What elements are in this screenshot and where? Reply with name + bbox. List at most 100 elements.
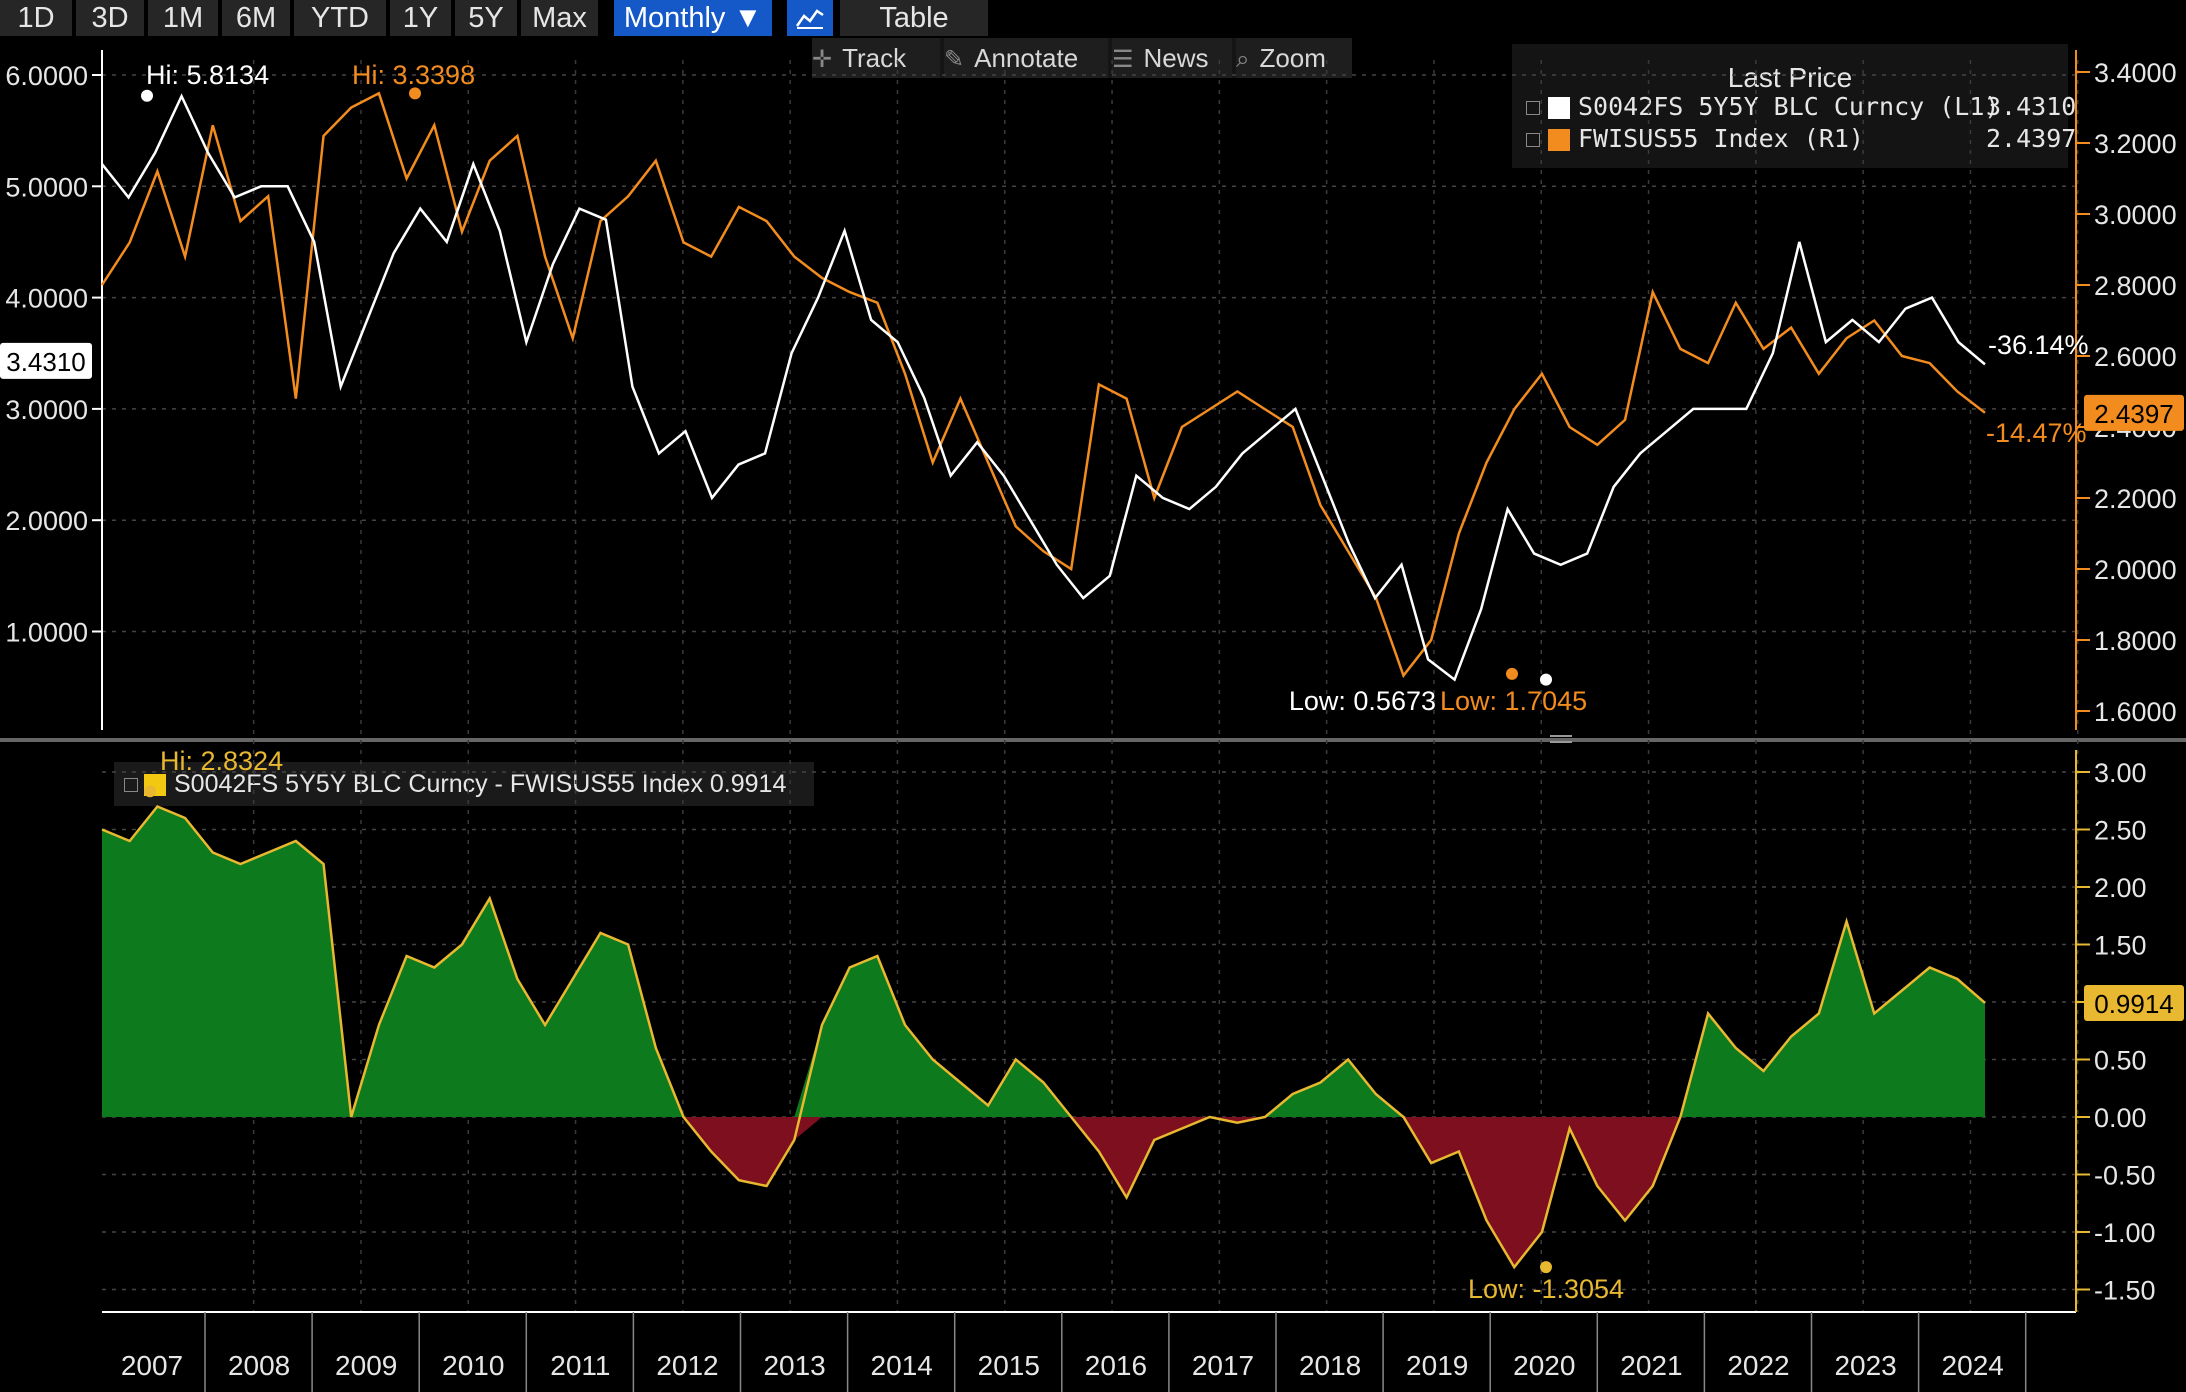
period-button-1m[interactable]: 1M (148, 0, 218, 36)
x-axis-label-2009: 2009 (335, 1350, 397, 1381)
period-button-1y[interactable]: 1Y (390, 0, 451, 36)
left-axis-tick-label: 4.0000 (5, 284, 88, 314)
legend-label: S0042FS 5Y5Y BLC Curncy - FWISUS55 Index (174, 770, 710, 798)
legend-label: S0042FS 5Y5Y BLC Curncy (L1) (1578, 92, 2000, 121)
right-axis-tick-label: 1.6000 (2094, 697, 2177, 727)
x-axis-label-2018: 2018 (1299, 1350, 1361, 1381)
high-marker (409, 87, 421, 100)
annotate-button[interactable]: ✎ Annotate (944, 38, 1108, 78)
series-fwisus55-line[interactable] (100, 91, 1986, 679)
expand-icon[interactable] (1526, 101, 1540, 115)
last-value-tag-left-bg (0, 342, 92, 379)
spread-line[interactable] (101, 804, 1986, 1270)
spread-legend-panel: S0042FS 5Y5Y BLC Curncy - FWISUS55 Index… (114, 762, 814, 806)
period-button-max[interactable]: Max (521, 0, 598, 36)
last-value-tag-spread: 0.9914 (2094, 989, 2174, 1019)
annotate-icon: ✎ (944, 46, 965, 73)
x-axis-label-2024: 2024 (1942, 1350, 2004, 1381)
spread-axis-tick-label: 0.00 (2094, 1103, 2147, 1133)
period-button-5y[interactable]: 5Y (455, 0, 517, 36)
last-value-tag-left: 3.4310 (6, 347, 86, 377)
left-axis-tick-label: 6.0000 (5, 61, 88, 91)
low-label-white: Low: 0.5673 (1289, 686, 1436, 716)
spread-axis-tick-label: 1.50 (2094, 931, 2147, 961)
news-icon: ☰ (1112, 46, 1134, 73)
period-button-3d[interactable]: 3D (76, 0, 144, 36)
annotate-label: Annotate (974, 43, 1079, 73)
line-chart-icon[interactable] (787, 0, 833, 36)
news-label: News (1143, 43, 1209, 73)
change-label-white: -36.14% (1988, 330, 2089, 360)
spread-low-label: Low: -1.3054 (1468, 1274, 1624, 1304)
spread-high-label: Hi: 2.8324 (160, 746, 283, 776)
right-axis-tick-label: 2.8000 (2094, 271, 2177, 301)
x-axis-label-2022: 2022 (1727, 1350, 1789, 1381)
spread-positive-area[interactable] (102, 806, 1985, 1118)
legend-row[interactable]: FWISUS55 Index (R1) 2.4397 (1526, 124, 2076, 154)
last-value-tag-right-bg (2084, 394, 2184, 431)
left-axis-tick-label: 5.0000 (5, 172, 88, 202)
period-button-6m[interactable]: 6M (222, 0, 290, 36)
legend-swatch (1548, 97, 1570, 119)
legend-panel: Last Price S0042FS 5Y5Y BLC Curncy (L1) 3… (1512, 44, 2076, 168)
left-axis-tick-label: 2.0000 (5, 506, 88, 536)
x-axis-label-2010: 2010 (442, 1350, 504, 1381)
x-axis-label-2015: 2015 (978, 1350, 1040, 1381)
spread-low-marker (1540, 1261, 1552, 1274)
spread-legend-row[interactable]: S0042FS 5Y5Y BLC Curncy - FWISUS55 Index… (124, 770, 786, 800)
last-value-tag-right: 2.4397 (2094, 399, 2174, 429)
spread-high-marker (144, 785, 156, 798)
high-marker (141, 89, 153, 102)
toolbar: 1D 3D 1M 6M YTD 1Y 5Y Max Monthly ▼ Table (0, 0, 2186, 36)
left-axis-tick-label: 1.0000 (5, 618, 88, 648)
right-axis-tick-label: 3.0000 (2094, 200, 2177, 230)
spread-axis-tick-label: 0.50 (2094, 1046, 2147, 1076)
x-axis-label-2016: 2016 (1085, 1350, 1147, 1381)
table-button[interactable]: Table (840, 0, 988, 36)
right-axis-tick-label: 3.2000 (2094, 129, 2177, 159)
period-button-ytd[interactable]: YTD (294, 0, 386, 36)
spread-axis-tick-label: -1.00 (2094, 1218, 2156, 1248)
high-label-white: Hi: 5.8134 (146, 60, 269, 90)
spread-axis-tick-label: 2.00 (2094, 873, 2147, 903)
low-marker (1506, 667, 1518, 680)
right-axis-tick-label: 1.8000 (2094, 626, 2177, 656)
x-axis-label-2017: 2017 (1192, 1350, 1254, 1381)
period-button-1d[interactable]: 1D (0, 0, 72, 36)
last-value-tag-spread-bg (2084, 984, 2184, 1021)
legend-title: Last Price (1727, 62, 1853, 93)
chart-toolbar: ✛ Track ✎ Annotate ☰ News ⌕ Zoom (812, 38, 1352, 78)
spread-axis-tick-label: 2.50 (2094, 816, 2147, 846)
x-axis-label-2012: 2012 (656, 1350, 718, 1381)
zoom-icon: ⌕ (1236, 46, 1250, 73)
expand-icon[interactable] (1526, 133, 1540, 147)
x-axis-label-2021: 2021 (1620, 1350, 1682, 1381)
right-axis-tick-label: 2.6000 (2094, 342, 2177, 372)
spread-axis-tick-label: -0.50 (2094, 1161, 2156, 1191)
news-button[interactable]: ☰ News (1112, 38, 1232, 78)
x-axis-label-2013: 2013 (763, 1350, 825, 1381)
x-axis-label-2014: 2014 (871, 1350, 933, 1381)
expand-icon[interactable] (124, 778, 138, 793)
series-s0042fs-line[interactable] (101, 93, 1986, 682)
legend-label: FWISUS55 Index (R1) (1578, 124, 1864, 153)
track-icon: ✛ (812, 46, 833, 73)
x-axis-label-2023: 2023 (1834, 1350, 1896, 1381)
left-axis-tick-label: 3.0000 (5, 395, 88, 425)
legend-value: 0.9914 (709, 770, 787, 798)
legend-swatch (1548, 129, 1570, 151)
x-axis-label-2011: 2011 (550, 1350, 610, 1381)
x-axis-label-2020: 2020 (1513, 1350, 1575, 1381)
spread-axis-tick-label: 3.00 (2094, 758, 2147, 788)
zoom-button[interactable]: ⌕ Zoom (1236, 38, 1352, 78)
track-button[interactable]: ✛ Track (812, 38, 940, 78)
zoom-label: Zoom (1259, 43, 1326, 73)
spread-axis-tick-label: -1.50 (2094, 1276, 2156, 1306)
spread-negative-area[interactable] (102, 1117, 1985, 1268)
right-axis-tick-label: 2.2000 (2094, 484, 2177, 514)
high-label-orange: Hi: 3.3398 (352, 60, 475, 90)
change-label-orange: -14.47% (1986, 418, 2087, 448)
right-axis-tick-label: 2.0000 (2094, 555, 2177, 585)
frequency-dropdown[interactable]: Monthly ▼ (614, 0, 772, 36)
